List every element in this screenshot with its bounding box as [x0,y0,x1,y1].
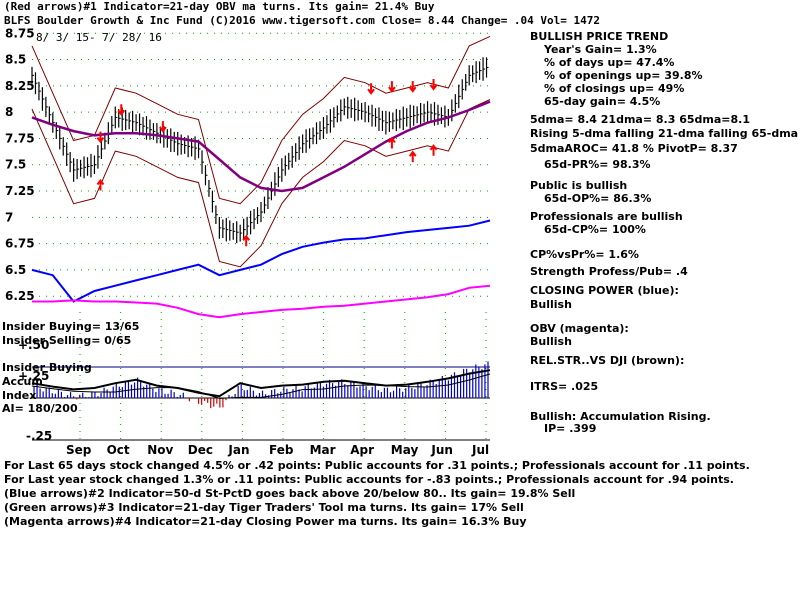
years-gain: Year's Gain= 1.3% [544,43,657,56]
red-up-arrow [96,178,105,191]
pr-percent: 65d-PR%= 98.3% [544,158,651,171]
cp-percent: 65d-CP%= 100% [544,223,646,236]
footer-line-blue-arrows: (Blue arrows)#2 Indicator=50-d St-PctD g… [4,487,576,500]
red-down-arrow [429,79,438,91]
obv-value: Bullish [530,335,572,348]
strength-ratio: Strength Profess/Pub= .4 [530,265,688,278]
red-down-arrow [117,104,126,116]
lower-band-line [31,99,491,268]
red-down-arrow [96,131,105,144]
y-tick-label: 6.25 [5,289,35,303]
y-tick-label: 8.5 [5,53,26,67]
closings-up: % of closings up= 49% [544,82,685,95]
x-tick-label: Sep [66,443,92,457]
professionals-status: Professionals are bullish [530,210,683,223]
red-down-arrow [408,81,417,93]
accum-tick-label: -.25 [26,429,52,443]
x-tick-label: Jul [471,443,489,457]
red-up-arrow [388,136,396,149]
y-tick-label: 8.75 [5,26,35,40]
obv-title: OBV (magenta): [530,322,629,335]
itrs-value: ITRS= .025 [530,380,599,393]
relstr-title: REL.STR..VS DJI (brown): [530,354,685,367]
x-tick-label: Feb [269,443,294,457]
red-up-arrow [429,144,438,156]
ticker-info-line: BLFS Boulder Growth & Inc Fund (C)2016 w… [4,14,601,27]
op-percent: 65d-OP%= 86.3% [544,192,652,205]
x-tick-label: Jan [227,443,249,457]
red-up-arrow [242,234,250,247]
x-tick-label: Nov [147,443,173,457]
ai-value: AI= 180/200 [2,402,78,415]
red-down-arrow [159,121,167,133]
footer-line-green-arrows: (Green arrows)#3 Indicator=21-day Tiger … [4,501,524,514]
accum-tick-label: +.50 [18,338,49,352]
closing-power-line [31,219,491,303]
insider-buying-count: Insider Buying= 13/65 [2,320,140,333]
ip-value: IP= .399 [544,422,597,435]
y-tick-label: 7.75 [5,131,35,145]
dma-values: 5dma= 8.4 21dma= 8.3 65dma=8.1 [530,113,750,126]
y-tick-label: 7.25 [5,184,35,198]
red-down-arrow [388,81,396,93]
x-tick-label: Jun [430,443,453,457]
red-arrows-indicator-line: (Red arrows)#1 Indicator=21-day OBV ma t… [4,0,435,13]
y-tick-label: 8 [5,105,13,119]
y-tick-label: 6.75 [5,237,35,251]
red-down-arrow [367,83,375,95]
y-tick-label: 8.25 [5,79,35,93]
days-up: % of days up= 47.4% [544,56,675,69]
accum-title: Accum [2,375,43,388]
ma65-line [31,100,491,193]
date-range: 8/ 3/ 15- 7/ 28/ 16 [36,31,162,44]
x-tick-label: Oct [107,443,130,457]
day65-gain: 65-day gain= 4.5% [544,95,661,108]
public-status: Public is bullish [530,179,628,192]
aroc-pivot: 5dmaAROC= 41.8 % PivotP= 8.37 [530,142,738,155]
x-tick-label: Apr [350,443,374,457]
cp-vs-pr: CP%vsPr%= 1.6% [530,248,639,261]
footer-line-year: For Last year stock changed 1.3% or .11 … [4,473,734,486]
footer-line-65day: For Last 65 days stock changed 4.5% or .… [4,459,750,472]
accum-tick-label: +.25 [18,369,49,383]
closing-power-title: CLOSING POWER (blue): [530,284,679,297]
x-tick-label: May [391,443,419,457]
index-title: Index [2,389,37,402]
accum-rising: Bullish: Accumulation Rising. [530,410,711,423]
y-tick-label: 7.5 [5,158,26,172]
insider-buying-title: Insider Buying [2,361,92,374]
openings-up: % of openings up= 39.8% [544,69,703,82]
insider-selling-count: Insider Selling= 0/65 [2,334,132,347]
red-up-arrow [408,150,417,163]
accum-ma-line [31,373,491,399]
panel-title: BULLISH PRICE TREND [530,30,669,43]
upper-band-line [31,35,491,205]
footer-line-magenta-arrows: (Magenta arrows)#4 Indicator=21-day Clos… [4,515,527,528]
rising-falling: Rising 5-dma falling 21-dma falling 65-d… [530,127,799,140]
y-tick-label: 6.5 [5,263,26,277]
obv-line [32,284,491,319]
x-tick-label: Mar [310,443,336,457]
closing-power-value: Bullish [530,298,572,311]
rel-strength-line [31,369,491,398]
y-tick-label: 7 [5,210,13,224]
x-tick-label: Dec [188,443,213,457]
